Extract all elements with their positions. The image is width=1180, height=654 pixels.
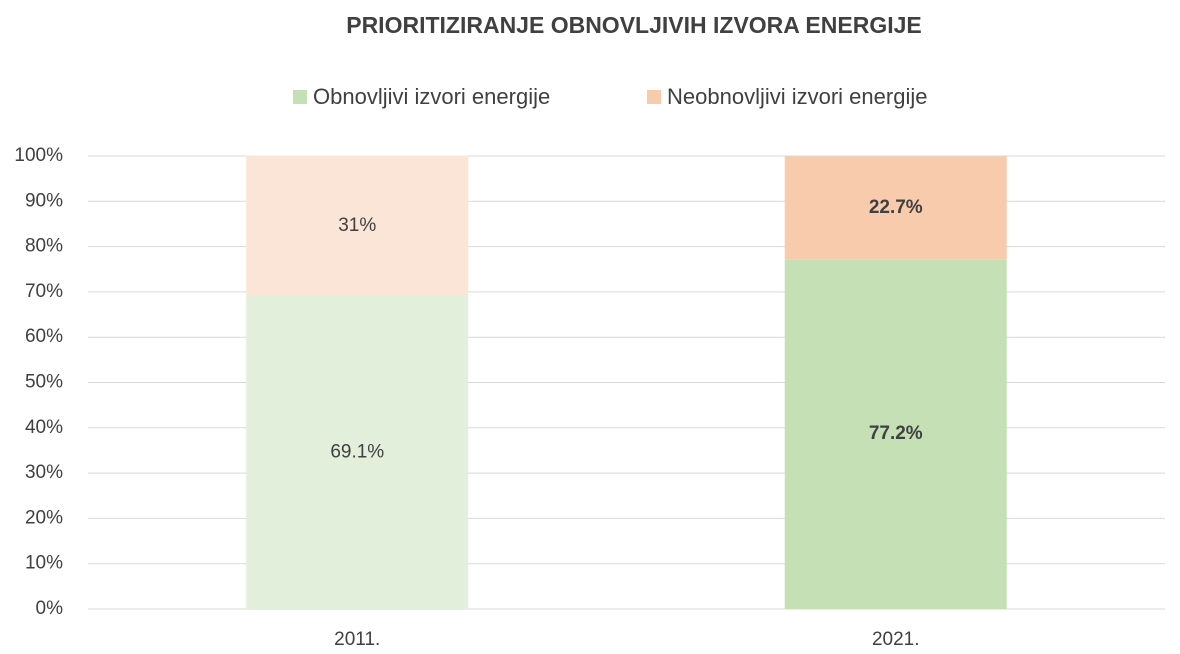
legend-label: Obnovljivi izvori energije [313, 84, 550, 109]
legend-swatch [293, 90, 307, 104]
data-label: 77.2% [869, 423, 923, 444]
legend-label: Neobnovljivi izvori energije [667, 84, 927, 109]
x-tick-label: 2021. [872, 629, 920, 650]
y-tick-label: 90% [25, 190, 63, 211]
bar-segment [246, 155, 469, 296]
bar-segment [246, 295, 469, 609]
bar-segment [784, 259, 1007, 609]
data-label: 69.1% [330, 442, 384, 463]
y-tick-label: 70% [25, 281, 63, 302]
y-tick-label: 80% [25, 236, 63, 257]
y-tick-label: 30% [25, 462, 63, 483]
data-label: 31% [338, 215, 376, 236]
y-tick-label: 20% [25, 507, 63, 528]
y-tick-label: 60% [25, 326, 63, 347]
bar-segment [784, 156, 1007, 260]
data-label: 22.7% [869, 197, 923, 218]
x-tick-label: 2011. [334, 629, 380, 650]
y-tick-label: 50% [25, 372, 63, 393]
chart-title: PRIORITIZIRANJE OBNOVLJIVIH IZVORA ENERG… [346, 12, 922, 38]
y-tick-label: 40% [25, 417, 63, 438]
legend-swatch [647, 90, 661, 104]
y-tick-label: 10% [25, 553, 63, 574]
y-tick-label: 100% [14, 145, 63, 166]
y-tick-label: 0% [36, 598, 64, 619]
